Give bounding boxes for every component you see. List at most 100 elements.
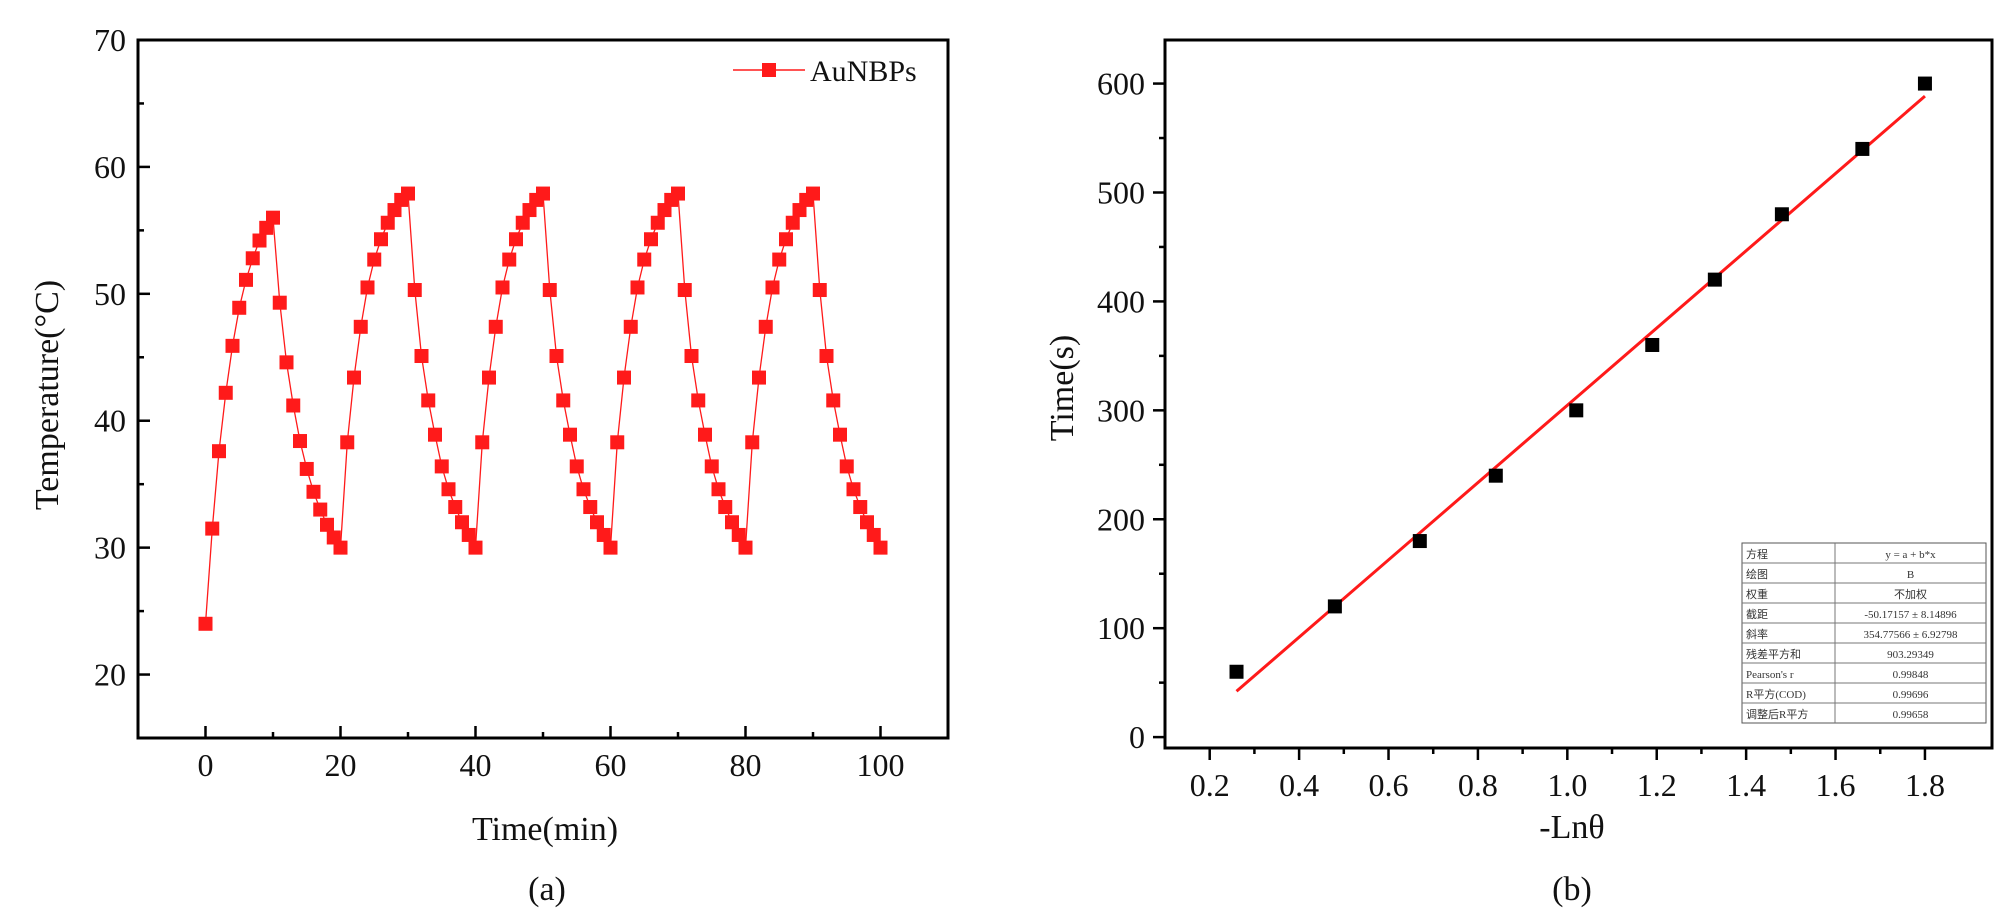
data-point bbox=[239, 272, 253, 287]
chart-b-frame bbox=[1163, 38, 1994, 750]
data-point bbox=[414, 349, 429, 364]
data-point bbox=[1774, 207, 1789, 222]
data-point bbox=[563, 427, 577, 442]
y-tick-label: 50 bbox=[94, 276, 126, 312]
data-point bbox=[218, 385, 233, 400]
y-tick-label: 0 bbox=[1129, 719, 1145, 755]
data-point bbox=[725, 515, 739, 530]
data-point bbox=[738, 540, 753, 555]
data-point bbox=[853, 500, 868, 515]
data-point bbox=[232, 300, 247, 315]
data-point bbox=[313, 502, 328, 517]
chart-b-ylabel: Time(s) bbox=[1044, 335, 1081, 441]
data-point bbox=[704, 459, 719, 474]
data-point bbox=[1327, 599, 1342, 614]
data-point bbox=[684, 349, 699, 364]
fit-table-value: 0.99658 bbox=[1893, 709, 1929, 721]
x-tick-label: 1.0 bbox=[1547, 767, 1587, 803]
data-point bbox=[428, 427, 442, 442]
data-point bbox=[1488, 468, 1503, 483]
data-point bbox=[495, 280, 510, 295]
fit-table-key: 截距 bbox=[1746, 607, 1768, 621]
data-point bbox=[819, 349, 834, 364]
data-point bbox=[583, 500, 598, 515]
y-tick-label: 400 bbox=[1097, 283, 1145, 319]
data-point bbox=[475, 435, 490, 450]
data-point bbox=[536, 186, 550, 201]
data-point bbox=[515, 215, 530, 230]
chart-a-axes: 0 20 40 60 80 100 20 30 40 50 60 70 bbox=[94, 22, 950, 783]
y-tick-label: 500 bbox=[1097, 174, 1145, 210]
data-point bbox=[1917, 76, 1932, 91]
data-point bbox=[731, 527, 746, 542]
y-tick-label: 100 bbox=[1097, 610, 1145, 646]
data-point bbox=[576, 482, 591, 497]
data-point bbox=[353, 319, 368, 334]
chart-a: 0 20 40 60 80 100 20 30 40 50 60 70 AuNBPs Time(min… bbox=[29, 22, 950, 908]
chart-b-panel-label: (b) bbox=[1552, 871, 1592, 908]
x-tick-label: 0 bbox=[198, 747, 214, 783]
data-point bbox=[340, 435, 355, 450]
data-point bbox=[1229, 664, 1244, 679]
data-point bbox=[866, 527, 881, 542]
data-point bbox=[1645, 337, 1660, 352]
data-point bbox=[360, 280, 375, 295]
data-point bbox=[603, 540, 618, 555]
x-tick-label: 80 bbox=[730, 747, 762, 783]
data-point bbox=[826, 393, 841, 408]
data-point bbox=[779, 232, 793, 247]
data-point bbox=[488, 319, 503, 334]
data-point bbox=[347, 370, 361, 385]
data-point bbox=[205, 521, 220, 536]
chart-a-series bbox=[198, 186, 888, 631]
data-point bbox=[434, 459, 449, 474]
fit-table-value: 354.77566 ± 6.92798 bbox=[1863, 629, 1958, 641]
data-point bbox=[1855, 141, 1870, 156]
data-point bbox=[333, 540, 348, 555]
data-point bbox=[758, 319, 773, 334]
data-point bbox=[320, 517, 334, 532]
data-point bbox=[299, 461, 314, 476]
data-point bbox=[468, 540, 483, 555]
data-point bbox=[711, 482, 726, 497]
data-point bbox=[461, 527, 476, 542]
data-point bbox=[272, 295, 287, 310]
data-point bbox=[1569, 403, 1584, 418]
data-point bbox=[509, 232, 523, 247]
x-tick-label: 0.4 bbox=[1279, 767, 1319, 803]
fit-table-key: Pearson's r bbox=[1746, 669, 1794, 681]
data-point bbox=[650, 215, 665, 230]
y-tick-label: 20 bbox=[94, 657, 126, 693]
y-tick-label: 30 bbox=[94, 530, 126, 566]
fit-table-value: -50.17157 ± 8.14896 bbox=[1864, 609, 1957, 621]
fit-table-box bbox=[1741, 542, 1987, 724]
data-point bbox=[407, 283, 422, 298]
data-point bbox=[691, 393, 706, 408]
data-point bbox=[846, 482, 861, 497]
y-tick-label: 70 bbox=[94, 22, 126, 58]
fit-table-key: 绘图 bbox=[1746, 567, 1768, 581]
data-point bbox=[812, 283, 827, 298]
fit-table-key: 残差平方和 bbox=[1746, 647, 1801, 661]
data-point bbox=[374, 232, 388, 247]
data-point bbox=[279, 355, 294, 370]
data-point bbox=[502, 252, 517, 267]
chart-a-frame bbox=[136, 38, 950, 740]
data-point bbox=[752, 370, 766, 385]
data-point bbox=[860, 515, 874, 530]
data-point bbox=[637, 252, 652, 267]
data-point bbox=[718, 500, 733, 515]
x-tick-label: 100 bbox=[857, 747, 905, 783]
data-point bbox=[293, 434, 307, 449]
fit-table-key: 权重 bbox=[1746, 587, 1768, 601]
data-point bbox=[644, 232, 658, 247]
x-tick-label: 0.8 bbox=[1458, 767, 1498, 803]
data-point bbox=[542, 283, 557, 298]
x-tick-label: 0.6 bbox=[1369, 767, 1409, 803]
fit-table-key: 调整后R平方 bbox=[1746, 707, 1808, 721]
fit-table-value: B bbox=[1907, 569, 1914, 581]
x-tick-label: 1.6 bbox=[1816, 767, 1856, 803]
